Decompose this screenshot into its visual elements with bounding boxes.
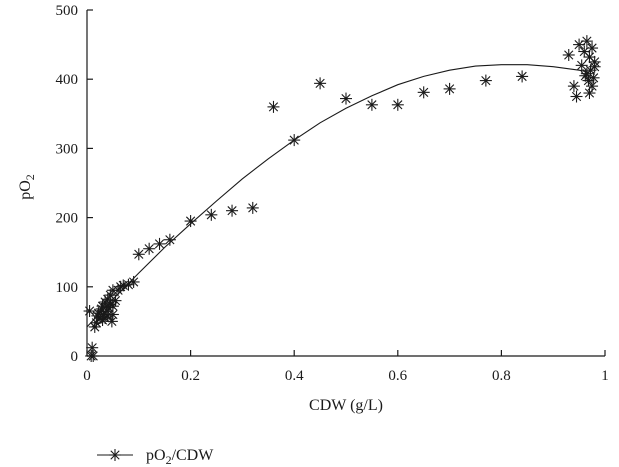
data-point: [163, 233, 176, 246]
data-point: [314, 77, 327, 90]
data-point: [226, 204, 239, 217]
y-tick-label: 400: [56, 72, 79, 88]
fit-curve-group: [86, 64, 590, 328]
data-point: [267, 100, 280, 113]
x-tick-label: 0.4: [285, 368, 304, 384]
y-axis-label-sub: 2: [23, 174, 37, 180]
x-tick-label: 0: [83, 368, 91, 384]
data-point: [562, 48, 575, 61]
data-point: [443, 82, 456, 95]
data-point: [567, 80, 580, 93]
data-point: [105, 315, 118, 328]
data-points: [83, 35, 601, 362]
data-point: [391, 98, 404, 111]
axes: [86, 10, 605, 357]
legend-label-rest: /CDW: [172, 447, 215, 464]
data-point: [132, 248, 145, 261]
y-axis-label: pO2: [17, 174, 37, 200]
x-tick-label: 0.8: [492, 368, 511, 384]
data-point: [586, 80, 599, 93]
fit-curve: [86, 64, 590, 328]
x-tick-label: 1: [601, 368, 609, 384]
data-point: [153, 237, 166, 250]
data-point: [127, 275, 140, 288]
y-tick-label: 300: [56, 141, 79, 157]
data-point: [580, 35, 593, 48]
data-point: [205, 208, 218, 221]
legend-label-sub: 2: [166, 453, 172, 467]
data-point: [575, 59, 588, 72]
data-point: [587, 71, 600, 84]
data-point: [109, 294, 122, 307]
data-point: [87, 350, 100, 362]
x-ticks: 0 0.2 0.4 0.6 0.8 1: [83, 350, 609, 384]
data-point: [365, 98, 378, 111]
data-point: [288, 134, 301, 147]
data-point: [143, 242, 156, 255]
x-tick-label: 0.2: [181, 368, 200, 384]
data-point: [184, 215, 197, 228]
legend-label: pO2/CDW: [146, 447, 214, 467]
legend: pO2/CDW: [97, 447, 214, 467]
x-axis-label: CDW (g/L): [309, 397, 383, 414]
y-axis-label-main: pO: [17, 180, 34, 200]
legend-marker: [109, 449, 121, 461]
y-tick-label: 0: [71, 349, 79, 365]
data-point: [106, 308, 119, 321]
data-point: [588, 60, 601, 73]
x-tick-label: 0.6: [388, 368, 407, 384]
data-point: [417, 86, 430, 99]
legend-label-main: pO: [146, 447, 166, 464]
data-point: [570, 90, 583, 103]
data-point: [516, 70, 529, 83]
data-point: [340, 92, 352, 105]
y-tick-label: 200: [56, 211, 79, 227]
data-point: [246, 201, 259, 214]
data-point: [83, 305, 96, 318]
y-ticks: 0 100 200 300 400 500: [56, 3, 93, 365]
data-point: [86, 341, 99, 354]
data-point: [586, 42, 599, 55]
data-point: [101, 309, 114, 322]
y-tick-label: 100: [56, 280, 79, 296]
y-tick-label: 500: [56, 3, 79, 19]
data-point: [479, 74, 492, 87]
